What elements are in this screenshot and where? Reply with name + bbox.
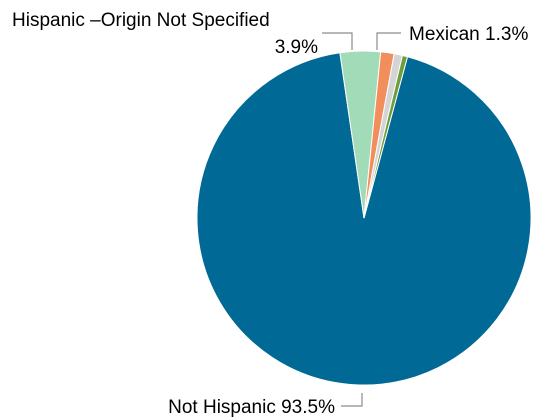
leader-line-not-hispanic xyxy=(341,393,363,407)
label-not-hispanic: Not Hispanic 93.5% xyxy=(168,397,335,418)
leader-line-origin-not-specified xyxy=(322,32,353,50)
leader-line-mexican xyxy=(376,32,401,50)
pie-slice-not-hispanic xyxy=(196,52,532,386)
label-origin-not-specified-name: Hispanic –Origin Not Specified xyxy=(12,10,270,31)
pie-slices xyxy=(196,50,532,386)
label-origin-not-specified-percent: 3.9% xyxy=(275,37,318,58)
label-mexican: Mexican 1.3% xyxy=(409,24,528,45)
pie-slice-other-4 xyxy=(363,54,409,219)
